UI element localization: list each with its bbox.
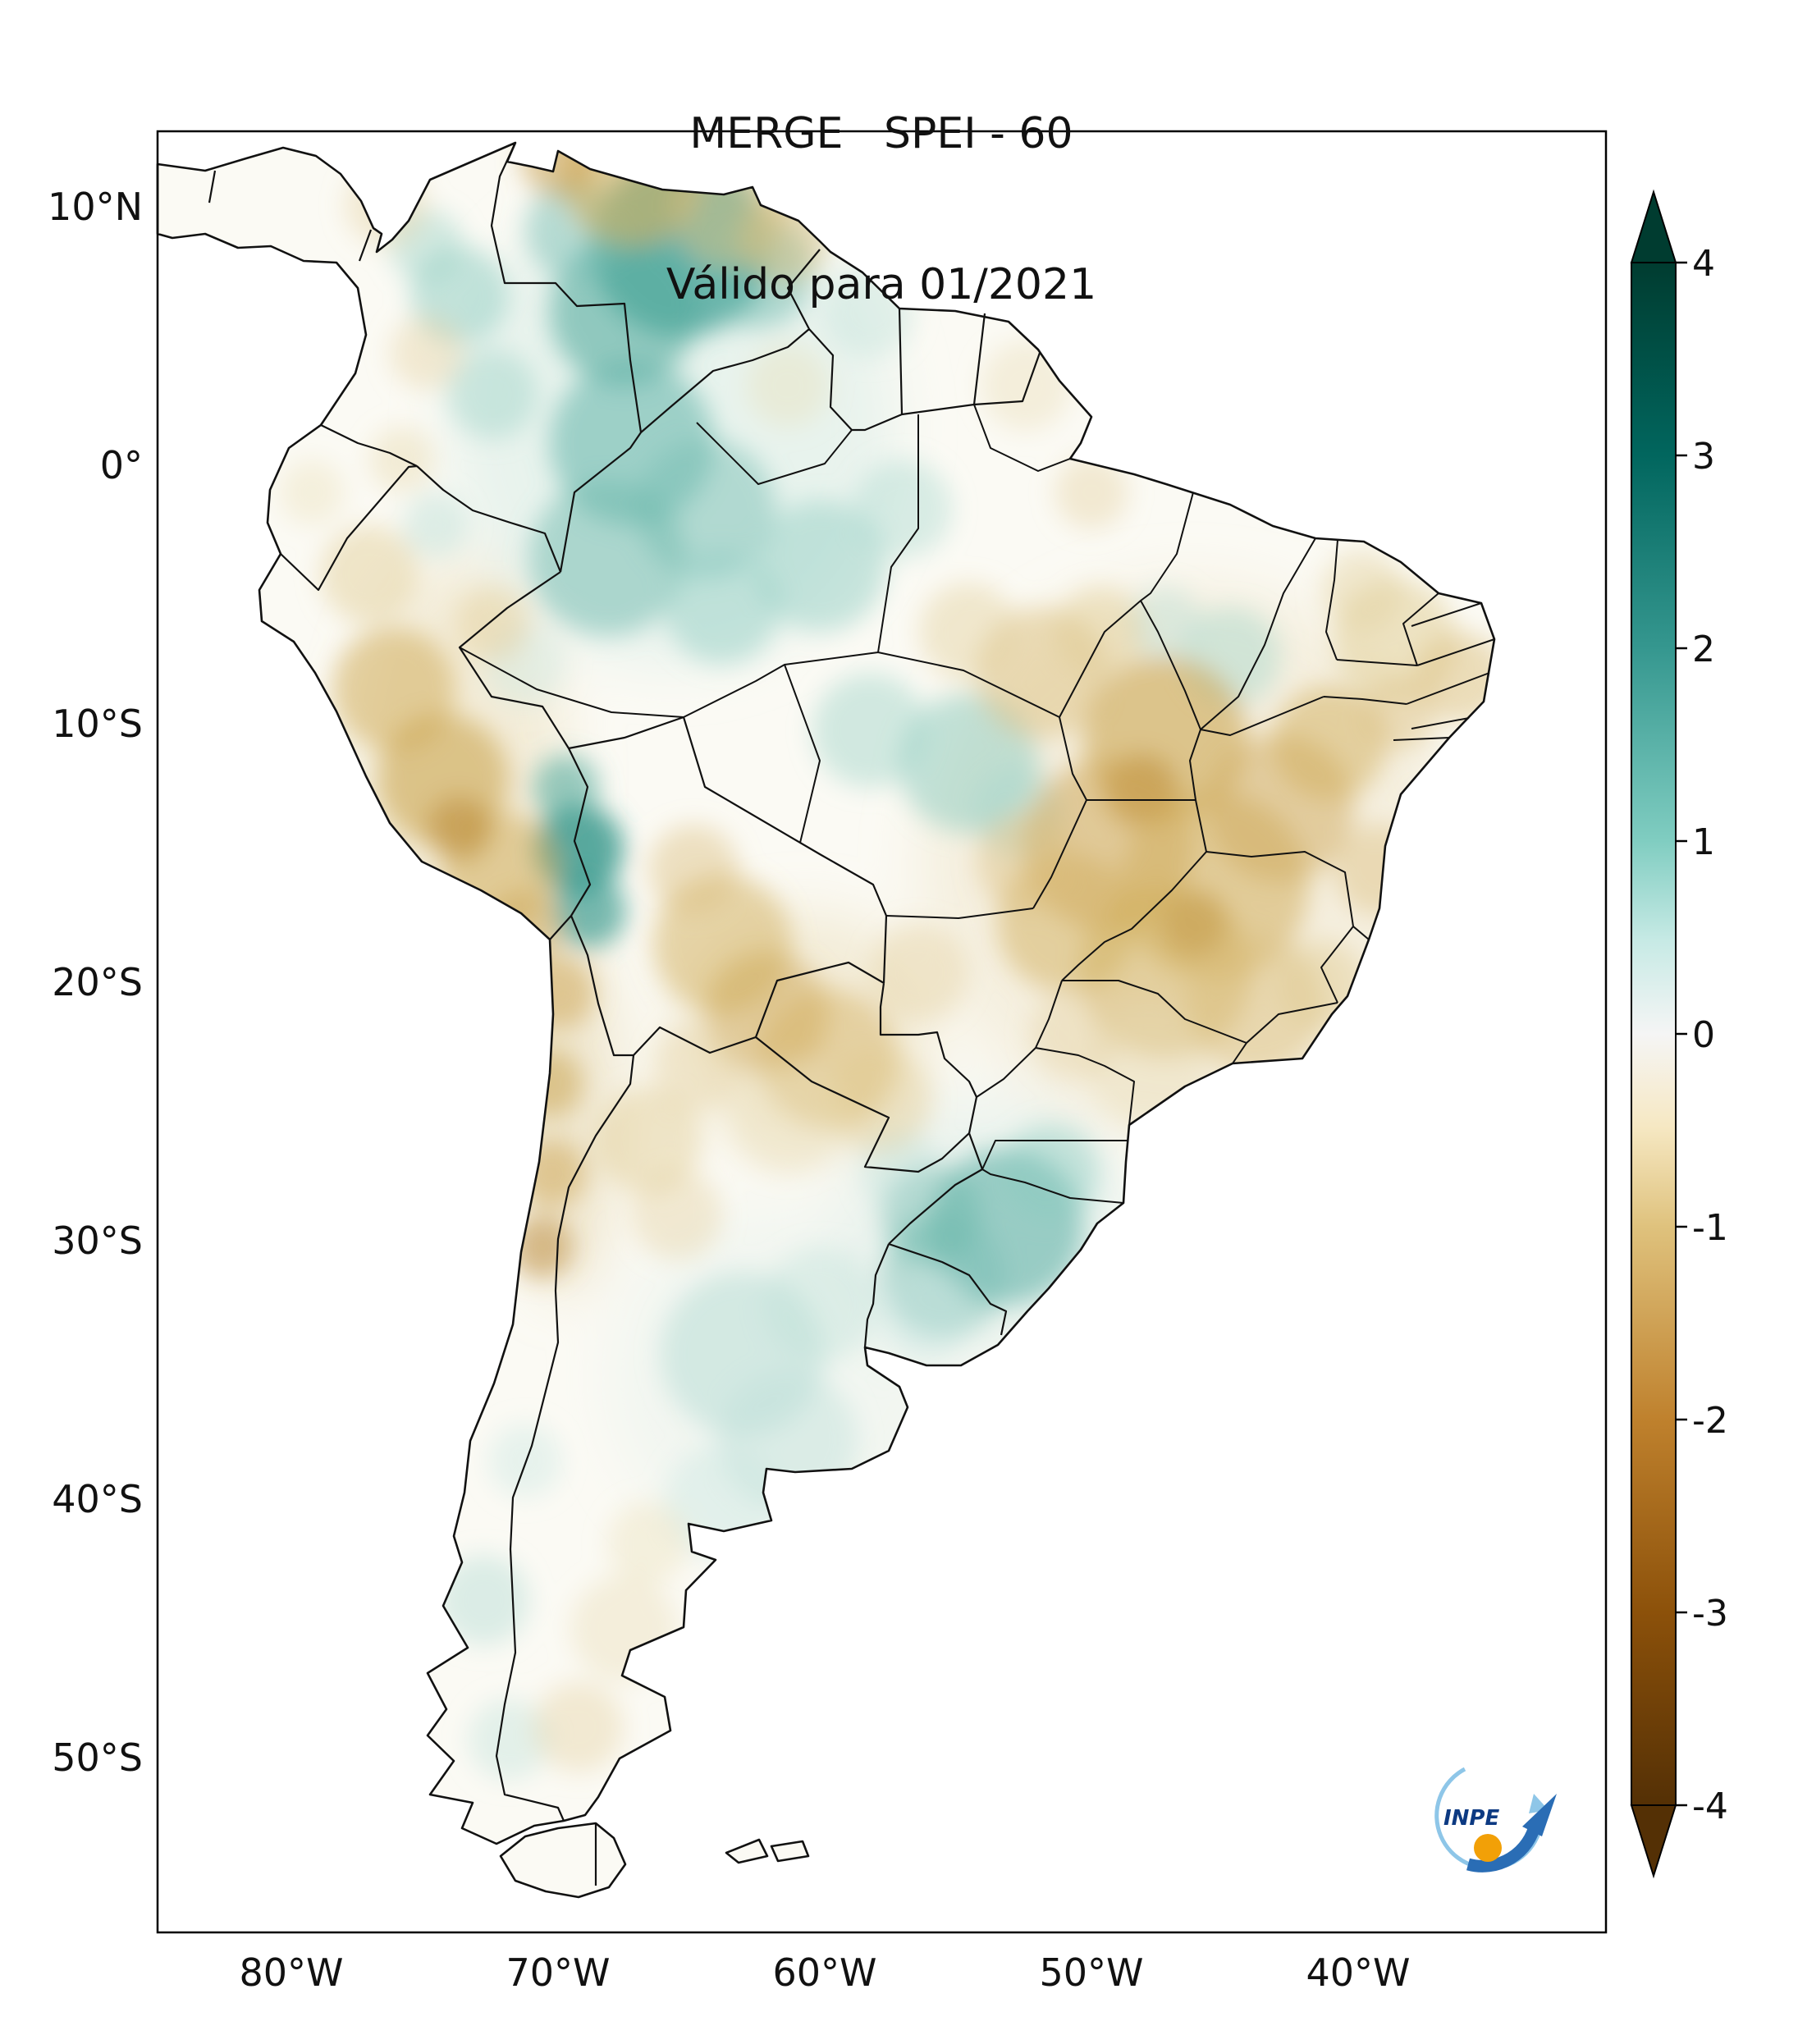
logo-orange-dot [1474,1834,1502,1862]
page-subtitle: Válido para 01/2021 [666,259,1097,309]
logo-arrow-head [1522,1794,1557,1836]
colorbar-extend-bottom [1630,1804,1677,1879]
colorbar-tick: 0 [1692,1014,1715,1056]
logo-arrow-body [1466,1822,1542,1873]
colorbar-gradient [1631,262,1677,1806]
colorbar-tick: 3 [1692,436,1715,478]
lon-tick: 70°W [506,1950,611,1995]
lat-tick: 30°S [52,1219,143,1263]
inpe-logo: INPE [1434,1767,1557,1873]
colorbar [1630,189,1687,1879]
country-borders [208,142,1041,1886]
lat-tick: 40°S [52,1477,143,1521]
page-title: MERGE SPEI - 60 [689,108,1073,158]
lon-tick: 50°W [1039,1950,1144,1995]
colorbar-tick: -2 [1692,1400,1728,1442]
lon-tick: 60°W [772,1950,877,1995]
map-frame [156,130,1608,1934]
colorbar-tick: 4 [1692,243,1715,285]
lat-tick: 50°S [52,1735,143,1780]
lon-tick: 40°W [1306,1950,1411,1995]
spei-field [158,143,1494,1897]
lat-tick: 0° [99,443,143,487]
coastline [156,141,1496,1899]
state-borders [459,404,1495,1204]
colorbar-tick: 2 [1692,629,1715,670]
figure-titles: MERGE SPEI - 60 Válido para 01/2021 [666,8,1096,361]
lon-tick: 80°W [239,1950,344,1995]
lat-tick: 10°S [52,702,143,746]
colorbar-extend-top [1630,189,1677,263]
colorbar-tickmarks [1676,261,1687,1807]
logo-text: INPE [1443,1806,1499,1831]
colorbar-tick: -3 [1692,1593,1728,1635]
lat-tick: 20°S [52,960,143,1004]
colorbar-tick: -4 [1692,1786,1728,1827]
lat-tick: 10°N [48,185,143,229]
colorbar-tick: 1 [1692,821,1715,863]
colorbar-tick: -1 [1692,1207,1728,1249]
